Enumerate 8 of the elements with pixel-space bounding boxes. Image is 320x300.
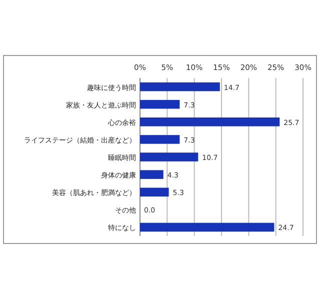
bar <box>140 82 220 92</box>
bar <box>140 135 180 144</box>
bar <box>140 170 164 179</box>
bar <box>140 152 198 162</box>
bar <box>140 118 280 126</box>
bar <box>140 188 169 196</box>
bar <box>140 100 180 109</box>
bar <box>140 222 274 232</box>
